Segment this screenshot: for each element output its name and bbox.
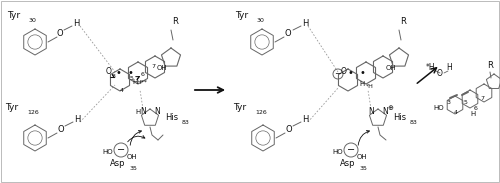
Text: O: O xyxy=(437,68,443,77)
Text: 7: 7 xyxy=(151,64,155,70)
Text: 126: 126 xyxy=(27,111,39,115)
Text: N: N xyxy=(382,107,388,117)
Text: 83: 83 xyxy=(410,120,418,126)
Text: His: His xyxy=(165,113,178,122)
Text: H: H xyxy=(470,111,476,117)
Text: H: H xyxy=(302,115,308,124)
Text: Tyr: Tyr xyxy=(7,10,20,20)
Text: •: • xyxy=(347,68,353,78)
Text: H: H xyxy=(132,79,138,85)
Text: 4: 4 xyxy=(120,89,124,94)
Text: H: H xyxy=(446,64,452,72)
Text: Tyr: Tyr xyxy=(5,104,18,113)
Text: *H: *H xyxy=(366,85,374,89)
Text: R: R xyxy=(487,61,493,70)
Text: OH: OH xyxy=(386,65,396,71)
Text: Asp: Asp xyxy=(340,160,356,169)
Text: H: H xyxy=(302,18,308,27)
Text: 7: 7 xyxy=(480,96,484,102)
Text: 4: 4 xyxy=(454,111,458,115)
Text: 83: 83 xyxy=(182,120,190,126)
Text: 30: 30 xyxy=(257,18,265,23)
Text: 5: 5 xyxy=(130,76,134,81)
Text: 5: 5 xyxy=(464,100,468,104)
Text: HO: HO xyxy=(434,105,444,111)
Text: 6: 6 xyxy=(141,72,145,76)
Text: N: N xyxy=(154,107,160,117)
Text: His: His xyxy=(393,113,406,122)
Text: O: O xyxy=(286,124,292,134)
Text: •: • xyxy=(127,68,133,78)
Text: N: N xyxy=(140,107,146,117)
Text: OH: OH xyxy=(156,65,168,71)
Text: ⊕: ⊕ xyxy=(387,105,393,111)
Text: 35: 35 xyxy=(360,167,368,171)
Text: −: − xyxy=(117,145,125,155)
Text: OH: OH xyxy=(356,154,368,160)
Text: −: − xyxy=(334,70,342,79)
Text: N: N xyxy=(368,107,374,117)
Text: HO: HO xyxy=(102,149,114,155)
Text: H: H xyxy=(360,81,364,87)
Text: O: O xyxy=(284,29,292,38)
Text: H: H xyxy=(136,109,140,115)
Text: 126: 126 xyxy=(255,111,267,115)
Text: •: • xyxy=(115,68,121,78)
Text: −: − xyxy=(347,145,355,155)
Text: *H: *H xyxy=(426,64,436,72)
Text: O: O xyxy=(341,68,347,76)
Text: O: O xyxy=(106,68,112,76)
Text: H: H xyxy=(73,18,79,27)
Text: 6: 6 xyxy=(474,106,478,111)
Text: 3: 3 xyxy=(112,74,116,79)
Text: O: O xyxy=(58,124,64,134)
Text: R: R xyxy=(172,18,178,27)
Text: 35: 35 xyxy=(130,167,138,171)
Text: Tyr: Tyr xyxy=(235,10,248,20)
Text: R: R xyxy=(400,18,406,27)
Text: H**: H** xyxy=(136,81,147,85)
Text: OH: OH xyxy=(126,154,138,160)
Text: 30: 30 xyxy=(29,18,37,23)
Text: 3: 3 xyxy=(447,100,451,106)
Text: Tyr: Tyr xyxy=(233,104,246,113)
Text: H: H xyxy=(74,115,80,124)
Text: Asp: Asp xyxy=(110,160,126,169)
Text: O: O xyxy=(56,29,64,38)
Text: •: • xyxy=(359,68,365,78)
Text: HO: HO xyxy=(332,149,344,155)
